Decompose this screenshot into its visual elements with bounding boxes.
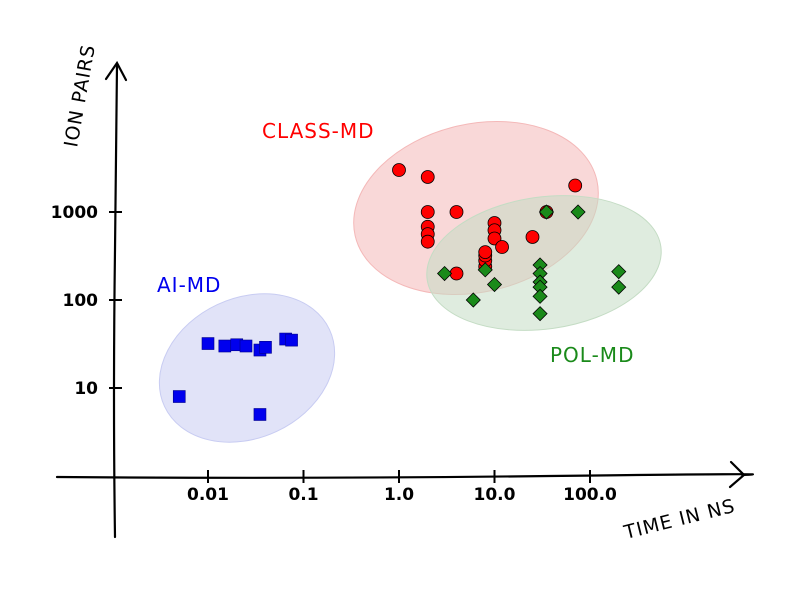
pol-md-point — [436, 265, 453, 282]
class-md-point — [525, 230, 540, 244]
pol-md-point — [570, 204, 586, 220]
pol-md-point — [486, 276, 503, 293]
class-md-point — [420, 170, 435, 184]
class-md-point — [478, 245, 493, 260]
ai-md-point — [259, 341, 272, 354]
y-axis-line — [112, 63, 119, 539]
class-md-point — [495, 240, 509, 254]
pol-md-point — [477, 262, 493, 278]
y-ticks: 10 100 1000 — [51, 203, 122, 399]
x-tick-label: 1.0 — [384, 485, 414, 505]
x-axis-line — [55, 473, 754, 479]
class-md-point — [392, 163, 406, 177]
class-md-point — [449, 205, 464, 219]
x-axis-label: TIME IN NS — [621, 495, 738, 544]
ai-md-label: AI-MD — [157, 273, 221, 297]
x-ticks: 0.01 0.1 1.0 10.0 100.0 — [187, 470, 617, 505]
class-md-point — [420, 205, 435, 219]
ai-md-point — [218, 339, 232, 353]
pol-md-point — [538, 204, 555, 220]
pol-md-point — [465, 292, 481, 308]
class-md-point — [568, 178, 583, 193]
y-tick-label: 10 — [74, 379, 98, 399]
x-tick-label: 10.0 — [474, 485, 516, 505]
pol-md-point — [532, 306, 548, 322]
axes — [55, 60, 754, 539]
y-tick-label: 1000 — [51, 203, 98, 223]
y-axis-label: ION PAIRS — [60, 43, 100, 149]
class-md-label: CLASS-MD — [262, 119, 375, 143]
ai-md-ellipse — [158, 293, 336, 443]
ai-md-point — [285, 333, 298, 347]
x-tick-label: 100.0 — [563, 485, 617, 505]
x-tick-label: 0.1 — [288, 485, 318, 505]
ai-md-point — [239, 339, 253, 353]
y-axis-arrowhead — [104, 60, 128, 82]
ai-md-point — [172, 390, 186, 403]
data-points — [172, 163, 627, 421]
x-tick-label: 0.01 — [187, 485, 229, 505]
ai-md-point — [201, 337, 215, 350]
y-tick-label: 100 — [63, 291, 99, 311]
class-md-point — [420, 234, 435, 249]
pol-md-point — [532, 288, 548, 304]
pol-md-point — [611, 264, 627, 280]
x-axis-arrowhead — [728, 460, 746, 489]
pol-md-point — [611, 279, 627, 295]
pol-md-label: POL-MD — [550, 343, 634, 367]
ai-md-point — [253, 408, 267, 421]
